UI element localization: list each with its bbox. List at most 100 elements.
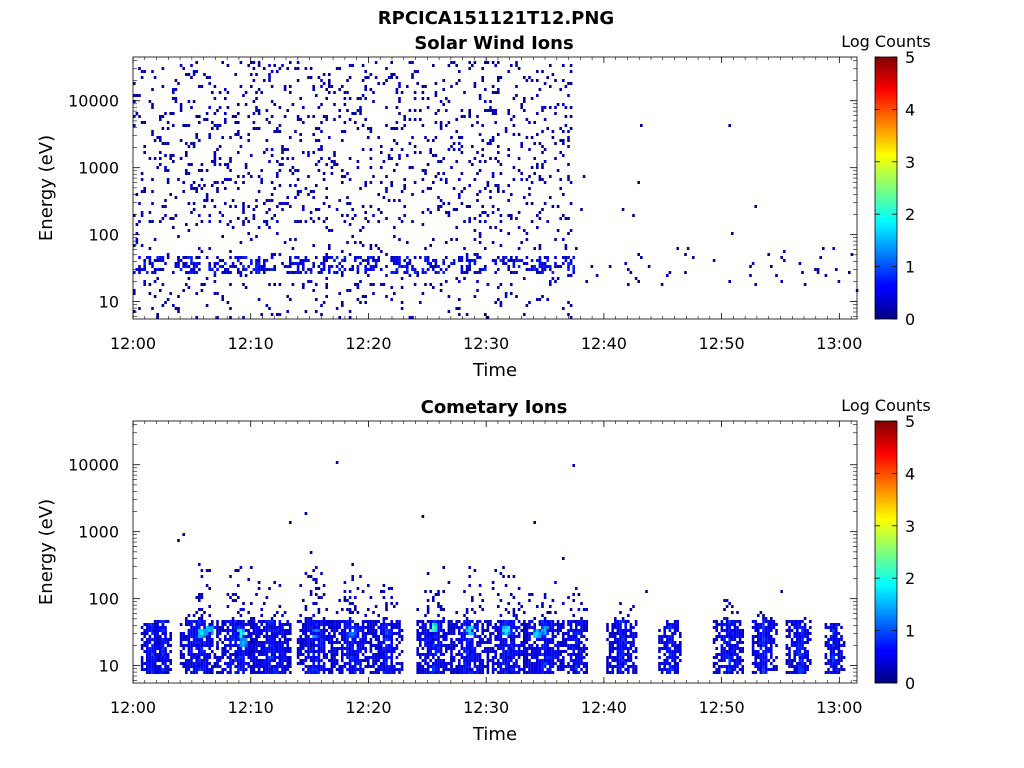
data-cell (491, 109, 495, 112)
data-cell (572, 647, 575, 650)
data-cell (369, 641, 373, 644)
data-cell (382, 596, 386, 599)
data-cell (408, 166, 412, 169)
data-cell (278, 662, 282, 665)
data-cell (330, 647, 334, 650)
data-cell (673, 665, 677, 668)
data-cell (138, 256, 141, 259)
data-cell (387, 665, 391, 668)
data-cell (244, 653, 248, 656)
data-cell (296, 190, 300, 193)
data-cell (242, 656, 245, 659)
data-cell (348, 650, 352, 653)
data-cell (585, 623, 588, 626)
data-cell (341, 259, 344, 262)
data-cell (361, 629, 365, 632)
data-cell (380, 647, 383, 650)
data-cell (538, 620, 542, 623)
data-cell (486, 142, 490, 145)
data-cell (356, 286, 360, 289)
data-cell (161, 650, 165, 653)
data-cell (723, 659, 726, 662)
data-cell (577, 638, 581, 641)
data-cell (252, 67, 256, 70)
data-cell (320, 596, 323, 599)
data-cell (268, 307, 271, 310)
data-cell (733, 659, 737, 662)
data-cell (497, 629, 500, 632)
data-cell (257, 226, 261, 229)
data-cell (317, 208, 321, 211)
data-cell (616, 641, 620, 644)
data-cell (229, 271, 232, 274)
data-cell (203, 665, 206, 668)
data-cell (159, 289, 162, 292)
data-cell (502, 650, 505, 653)
data-cell (385, 106, 388, 109)
panel-title-solar-wind: Solar Wind Ions (414, 33, 573, 54)
data-cell (390, 659, 393, 662)
data-cell (283, 241, 287, 244)
data-cell (190, 662, 193, 665)
data-cell (380, 268, 383, 271)
data-cell (296, 641, 300, 644)
data-cell (335, 67, 339, 70)
data-cell (268, 76, 271, 79)
data-cell (616, 665, 620, 668)
data-cell (541, 163, 544, 166)
data-cell (380, 650, 383, 653)
data-cell (679, 635, 682, 638)
data-cell (403, 124, 406, 127)
data-cell (278, 632, 282, 635)
data-cell (517, 169, 521, 172)
data-cell (559, 659, 562, 662)
data-cell (400, 286, 404, 289)
data-cell (224, 638, 227, 641)
data-cell (304, 220, 308, 223)
data-cell (515, 614, 518, 617)
data-cell (546, 298, 549, 301)
data-cell (328, 671, 331, 674)
data-cell (517, 247, 521, 250)
data-cell (216, 632, 219, 635)
data-cell (497, 671, 500, 674)
data-cell (148, 247, 152, 250)
data-cell (330, 662, 334, 665)
data-cell (424, 271, 427, 274)
data-cell (307, 650, 310, 653)
data-cell (616, 623, 620, 626)
data-cell (465, 271, 469, 274)
data-cell (489, 632, 492, 635)
data-cell (541, 620, 544, 623)
data-cell (499, 304, 503, 307)
data-cell (481, 205, 484, 208)
data-cell (164, 638, 167, 641)
data-cell (393, 623, 396, 626)
data-cell (619, 623, 622, 626)
data-cell (278, 641, 282, 644)
data-cell (538, 88, 542, 91)
data-cell (439, 121, 443, 124)
data-cell (455, 668, 458, 671)
data-cell (242, 205, 245, 208)
data-cell (273, 623, 276, 626)
data-cell (437, 160, 440, 163)
data-cell (416, 632, 419, 635)
data-cell (276, 160, 279, 163)
data-cell (224, 97, 227, 100)
data-cell (538, 178, 542, 181)
data-cell (543, 635, 547, 638)
data-cell (148, 671, 152, 674)
data-cell (538, 265, 542, 268)
data-cell (356, 268, 360, 271)
data-cell (523, 100, 526, 103)
data-cell (312, 644, 315, 647)
data-cell (216, 109, 219, 112)
data-cell (276, 644, 279, 647)
data-cell (434, 662, 438, 665)
data-cell (229, 178, 232, 181)
data-cell (252, 620, 256, 623)
data-cell (151, 629, 154, 632)
data-cell (484, 313, 487, 316)
data-cell (497, 620, 500, 623)
